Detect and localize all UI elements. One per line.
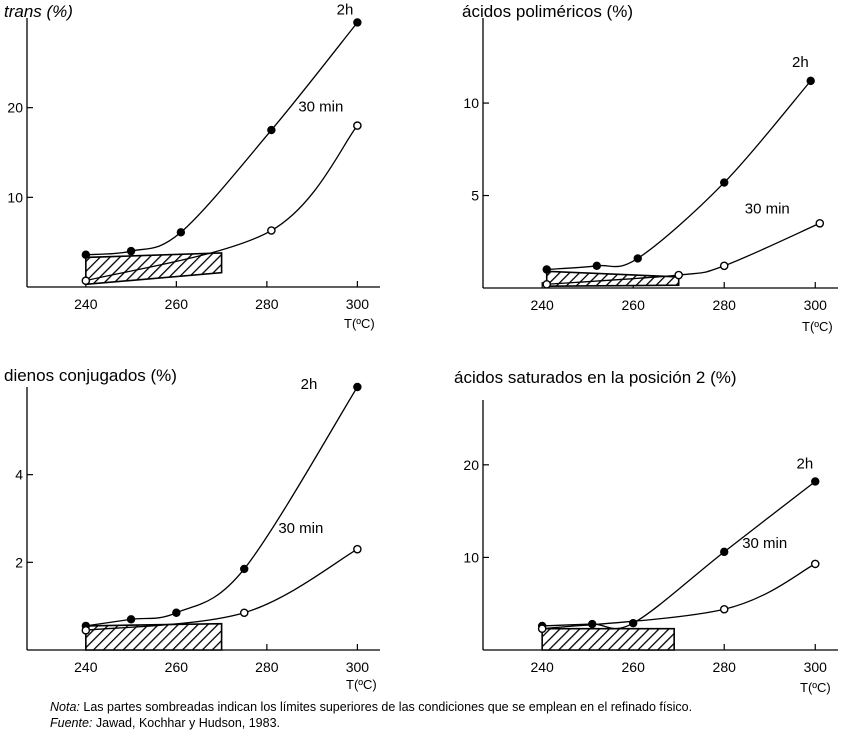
- data-point: [240, 564, 249, 574]
- nota-line: Nota: Las partes sombreadas indican los …: [50, 699, 692, 715]
- series-label: 2h: [792, 54, 809, 71]
- data-point: [628, 618, 638, 628]
- data-point: [267, 125, 276, 135]
- x-tick-label: 300: [804, 659, 828, 675]
- x-tick-label: 240: [530, 297, 554, 313]
- data-point: [239, 608, 249, 618]
- panel-dienos-conjugados: dienos conjugados (%) T(ºC) 2 4 240 260 280 3…: [4, 366, 380, 692]
- data-point: [542, 265, 551, 274]
- series-label: 2h: [301, 376, 318, 393]
- shaded-region: [85, 252, 223, 286]
- data-point: [633, 254, 642, 263]
- shaded-region: [545, 270, 680, 287]
- x-tick-label: 280: [713, 297, 737, 313]
- x-tick-label: 260: [165, 659, 189, 675]
- data-point: [81, 625, 91, 635]
- panel-trans: trans (%) T(ºC) 10 20 240 260 280 300 2h 30 min: [4, 1, 380, 331]
- data-point: [719, 261, 729, 271]
- x-tick-label: 300: [804, 297, 828, 313]
- data-point: [126, 615, 136, 624]
- data-point: [81, 276, 91, 286]
- data-point: [267, 226, 276, 235]
- data-point: [720, 178, 729, 187]
- panel-title: ácidos poliméricos (%): [462, 2, 633, 21]
- data-point: [126, 246, 136, 256]
- series-label: 2h: [797, 455, 814, 472]
- data-point: [674, 270, 684, 280]
- series-line: [85, 548, 358, 631]
- x-tick-label: 260: [622, 659, 646, 675]
- panel-title: dienos conjugados (%): [4, 366, 177, 385]
- x-tick-label: 280: [255, 296, 279, 312]
- data-point: [592, 261, 601, 271]
- series-label: 2h: [337, 1, 354, 18]
- shaded-region: [85, 622, 223, 651]
- data-point: [353, 121, 362, 130]
- series-line: [546, 222, 821, 285]
- panel-title: trans (%): [4, 2, 73, 21]
- data-point: [537, 624, 547, 634]
- data-point: [353, 382, 362, 392]
- data-point: [811, 477, 820, 486]
- series-label: 30 min: [278, 520, 323, 537]
- x-tick-label: 280: [255, 659, 279, 675]
- series-line: [546, 80, 812, 271]
- data-point: [353, 544, 362, 554]
- x-axis-label: T(ºC): [800, 680, 831, 695]
- series-line: [542, 480, 816, 630]
- x-axis-label: T(ºC): [802, 319, 833, 334]
- data-point: [815, 218, 825, 228]
- fuente-text: Jawad, Kochhar y Hudson, 1983.: [92, 716, 281, 730]
- fuente-line: Fuente: Jawad, Kochhar y Hudson, 1983.: [50, 715, 692, 731]
- x-tick-label: 240: [74, 659, 98, 675]
- panel-acidos-saturados: ácidos saturados en la posición 2 (%) T(…: [454, 368, 838, 695]
- data-point: [81, 250, 91, 259]
- x-tick-label: 300: [346, 659, 370, 675]
- x-tick-label: 240: [74, 296, 98, 312]
- data-point: [806, 76, 815, 86]
- data-point: [542, 280, 552, 289]
- y-tick-label: 5: [471, 188, 479, 204]
- x-tick-label: 300: [346, 296, 370, 312]
- x-tick-label: 260: [622, 297, 646, 313]
- y-tick-label: 10: [7, 189, 23, 205]
- panel-acidos-polimericos: ácidos poliméricos (%) T(ºC) 5 10 240 260 28…: [462, 2, 838, 334]
- fuente-label: Fuente:: [50, 716, 93, 730]
- nota-label: Nota:: [50, 700, 80, 714]
- y-tick-label: 2: [15, 554, 23, 570]
- data-point: [719, 604, 729, 614]
- series-label: 30 min: [742, 535, 787, 552]
- y-tick-label: 10: [463, 95, 479, 111]
- x-axis-label: T(ºC): [344, 316, 375, 331]
- nota-text: Las partes sombreadas indican los límite…: [79, 700, 693, 714]
- series-line: [85, 386, 358, 627]
- data-point: [353, 18, 362, 27]
- panel-title: ácidos saturados en la posición 2 (%): [454, 368, 737, 387]
- x-tick-label: 280: [713, 659, 737, 675]
- data-point: [172, 608, 181, 617]
- x-axis-label: T(ºC): [346, 677, 377, 692]
- series-label: 30 min: [298, 99, 343, 116]
- shaded-region: [541, 627, 675, 651]
- data-point: [720, 547, 729, 557]
- y-tick-label: 4: [15, 467, 23, 483]
- series-label: 30 min: [745, 200, 790, 217]
- x-tick-label: 260: [165, 296, 189, 312]
- y-tick-label: 20: [463, 457, 479, 473]
- series-line: [542, 563, 816, 630]
- figure-notes: Nota: Las partes sombreadas indican los …: [50, 699, 692, 731]
- data-point: [176, 228, 186, 237]
- x-tick-label: 240: [530, 659, 554, 675]
- data-point: [810, 559, 820, 569]
- y-tick-label: 20: [7, 100, 23, 116]
- series-line: [85, 22, 358, 256]
- y-tick-label: 10: [463, 549, 479, 565]
